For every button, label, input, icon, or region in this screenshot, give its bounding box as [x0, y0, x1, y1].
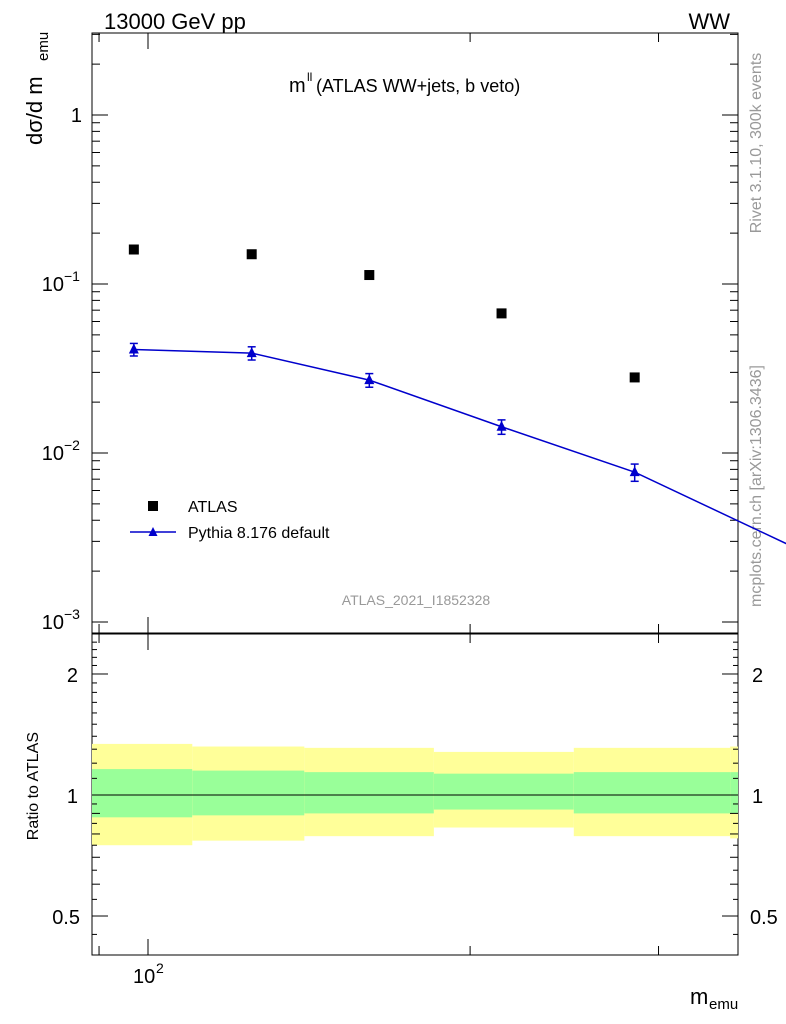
svg-text:emu: emu [709, 996, 738, 1013]
atlas-point-2 [364, 270, 375, 281]
ratio-tick-0.5-left: 0.5 [52, 907, 80, 929]
svg-text:emu: emu [35, 32, 52, 61]
legend-pythia-label: Pythia 8.176 default [188, 525, 330, 542]
pythia-point-1 [246, 347, 257, 358]
atlas-point-1 [246, 249, 257, 260]
svg-text:10: 10 [42, 443, 64, 465]
rivet-label: Rivet 3.1.10, 300k events [748, 53, 765, 234]
ratio-band-inner-3 [433, 773, 574, 810]
ratio-tick-1-right: 1 [752, 786, 763, 808]
svg-text:10: 10 [133, 966, 155, 988]
atlas-point-3 [496, 308, 507, 319]
atlas-point-4 [629, 372, 640, 383]
mcplots-label: mcplots.cern.ch [arXiv:1306.3436] [748, 365, 765, 607]
svg-text:−2: −2 [64, 437, 80, 453]
x-axis-label: m emu [690, 984, 738, 1013]
svg-text:ll: ll [307, 70, 312, 84]
svg-text:10: 10 [42, 612, 64, 634]
pythia-point-0 [128, 343, 139, 354]
pythia-point-3 [496, 420, 507, 431]
ratio-band-inner-1 [192, 770, 305, 816]
ratio-band-inner-2 [304, 772, 434, 814]
analysis-id: ATLAS_2021_I1852328 [342, 592, 491, 608]
svg-text:2: 2 [156, 960, 164, 976]
svg-text:m: m [690, 984, 708, 1009]
pythia-series [128, 342, 786, 545]
y-axis-label: dσ/d m emu [22, 32, 52, 145]
ratio-tick-2-right: 2 [752, 665, 763, 687]
svg-text:(ATLAS WW+jets, b veto): (ATLAS WW+jets, b veto) [316, 76, 520, 96]
atlas-point-0 [128, 244, 139, 255]
ratio-tick-1-left: 1 [67, 786, 78, 808]
legend-atlas-label: ATLAS [188, 499, 238, 516]
legend-atlas-marker [148, 501, 158, 511]
ratio-axis-label: Ratio to ATLAS [25, 732, 42, 840]
svg-text:10: 10 [42, 274, 64, 296]
plot-title: m ll (ATLAS WW+jets, b veto) [289, 70, 520, 97]
legend-pythia-marker [148, 527, 158, 536]
ytick-0.001: 10 −3 [42, 606, 80, 634]
ratio-band-inner-4 [573, 772, 731, 814]
ytick-1: 1 [71, 105, 82, 127]
xtick-100: 10 2 [133, 960, 164, 988]
ratio-band-inner-5 [730, 772, 738, 814]
ratio-band-inner-0 [92, 769, 193, 818]
ytick-0.1: 10 −1 [42, 268, 80, 296]
ratio-tick-2-left: 2 [67, 665, 78, 687]
pythia-point-4 [629, 466, 640, 477]
atlas-series [128, 244, 640, 383]
pythia-line [133, 348, 786, 545]
main-frame [91, 32, 739, 634]
ratio-tick-0.5-right: 0.5 [750, 907, 778, 929]
legend: ATLAS Pythia 8.176 default [130, 499, 330, 542]
header-left: 13000 GeV pp [104, 9, 246, 34]
svg-text:m: m [289, 75, 306, 97]
ytick-0.01: 10 −2 [42, 437, 80, 465]
ratio-bands [92, 743, 738, 846]
svg-text:−3: −3 [64, 606, 80, 622]
axis-ticks [92, 33, 738, 955]
svg-text:dσ/d m: dσ/d m [22, 76, 47, 145]
header-right: WW [688, 9, 730, 34]
svg-text:−1: −1 [64, 268, 80, 284]
pythia-point-2 [364, 374, 375, 385]
